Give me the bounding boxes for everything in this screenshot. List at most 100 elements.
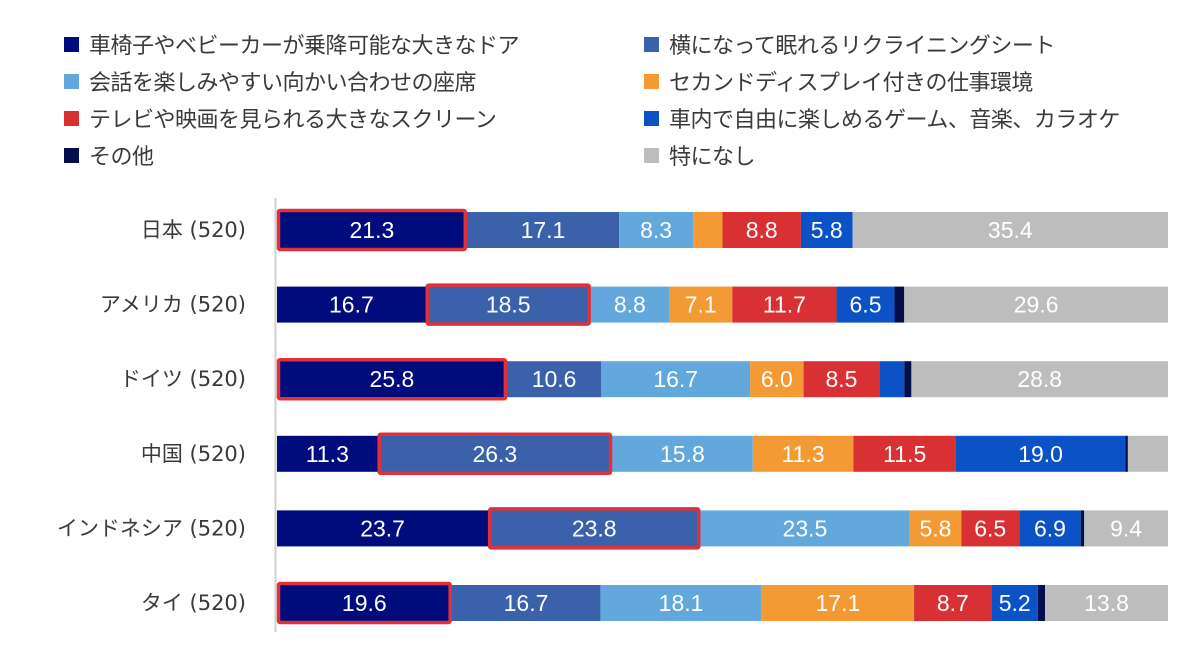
data-label: 8.5 — [825, 366, 857, 392]
legend-label: セカンドディスプレイ付きの仕事環境 — [669, 71, 1033, 96]
data-label: 17.1 — [521, 217, 566, 243]
data-label: 6.5 — [974, 515, 1006, 541]
data-label: 13.8 — [1084, 590, 1129, 616]
bar-segment — [277, 435, 378, 472]
bar-segment — [1045, 585, 1168, 621]
bar-segment — [732, 286, 837, 323]
bar-segment — [904, 361, 912, 398]
data-label: 11.3 — [782, 441, 825, 467]
bar-segment — [425, 286, 591, 323]
category-label: アメリカ (520) — [100, 293, 246, 317]
data-label: 11.7 — [763, 292, 806, 318]
legend-item: その他 — [64, 137, 154, 173]
category-label: ドイツ (520) — [120, 367, 246, 391]
data-label: 23.7 — [360, 515, 405, 541]
bar-segment — [277, 585, 452, 621]
legend-item: 横になって眠れるリクライニングシート — [644, 26, 1055, 62]
legend-label: 車内で自由に楽しめるゲーム、音楽、カラオケ — [669, 108, 1120, 133]
data-label: 5.2 — [999, 590, 1031, 616]
highlight-box — [377, 432, 613, 476]
data-label: 16.7 — [653, 366, 698, 392]
data-label: 9.4 — [1110, 515, 1142, 541]
legend-swatch — [64, 73, 79, 89]
data-labels: 21.3 17.1 8.3 8.8 5.8 35.4 16.7 18.5 8.8 7.1 11.7 6… — [306, 217, 1143, 616]
bar-segment — [1125, 435, 1128, 472]
data-label: 23.8 — [572, 515, 617, 541]
data-label: 5.8 — [811, 217, 843, 243]
bar-segment — [669, 286, 733, 323]
legend-swatch — [64, 110, 79, 126]
highlight-box — [425, 283, 591, 326]
data-label: 8.3 — [640, 217, 672, 243]
bar-segment — [836, 286, 895, 323]
category-label: タイ (520) — [141, 591, 246, 615]
bar-segments — [277, 212, 1168, 621]
legend-label: その他 — [89, 145, 154, 170]
data-label: 6.5 — [850, 292, 882, 318]
data-label: 28.8 — [1017, 366, 1062, 392]
bar-segment — [879, 361, 905, 398]
highlight-boxes — [276, 208, 701, 625]
legend-label: 特になし — [669, 145, 756, 170]
bar-segment — [803, 361, 880, 398]
bar-segment — [277, 286, 426, 323]
highlight-box — [487, 507, 701, 550]
legend-label: テレビや映画を見られる大きなスクリーン — [89, 108, 497, 133]
legend-label: 会話を楽しみやすい向かい合わせの座席 — [89, 71, 477, 96]
legend-item: 車椅子やベビーカーが乗降可能な大きなドア — [64, 26, 520, 62]
highlight-box — [276, 357, 508, 401]
data-label: 7.1 — [685, 292, 717, 318]
bar-segment — [961, 510, 1020, 547]
data-label: 11.3 — [306, 441, 349, 467]
legend-swatch — [644, 110, 659, 126]
bar-segment — [601, 361, 751, 398]
bar-segment — [722, 212, 801, 248]
category-label: 日本 (520) — [141, 218, 246, 242]
bar-segment — [752, 435, 854, 472]
data-label: 15.8 — [660, 441, 705, 467]
bar-segment — [800, 212, 853, 248]
bar-segment — [277, 361, 507, 398]
data-label: 11.5 — [883, 441, 926, 467]
legend-swatch — [644, 147, 659, 163]
legend-swatch — [64, 147, 79, 163]
bar-segment — [894, 286, 905, 323]
bar-segment — [1019, 510, 1081, 547]
data-label: 35.4 — [988, 217, 1033, 243]
bar-segment — [612, 435, 753, 472]
legend-item: 車内で自由に楽しめるゲーム、音楽、カラオケ — [644, 100, 1120, 136]
bar-segment — [619, 212, 694, 248]
legend-swatch — [644, 73, 659, 89]
data-label: 18.1 — [659, 590, 704, 616]
bar-segment — [506, 361, 602, 398]
bar-segment — [466, 212, 620, 248]
bar-segment — [750, 361, 804, 398]
data-label: 6.0 — [761, 366, 793, 392]
bar-segment — [700, 510, 910, 547]
bar-segment — [590, 286, 670, 323]
bar-segment — [1127, 435, 1168, 472]
bar-segment — [761, 585, 915, 621]
bar-segment — [1037, 585, 1046, 621]
category-labels: 日本 (520) アメリカ (520) ドイツ (520) 中国 (520) インドネシ… — [57, 218, 246, 615]
bar-segment — [914, 585, 992, 621]
data-label: 16.7 — [329, 292, 374, 318]
category-label: インドネシア (520) — [57, 516, 246, 540]
bar-segment — [1080, 510, 1085, 547]
data-label: 26.3 — [472, 441, 517, 467]
highlight-box — [276, 208, 468, 252]
bar-segment — [955, 435, 1126, 472]
data-label: 19.6 — [342, 590, 387, 616]
bar-segment — [377, 435, 613, 472]
bar-segment — [600, 585, 762, 621]
bar-segment — [904, 286, 1168, 323]
data-label: 8.8 — [746, 217, 778, 243]
legend-item: テレビや映画を見られる大きなスクリーン — [64, 100, 497, 136]
highlight-box — [276, 581, 452, 625]
data-label: 6.9 — [1034, 515, 1066, 541]
bar-segment — [1084, 510, 1168, 547]
data-label: 10.6 — [532, 366, 577, 392]
data-label: 17.1 — [815, 590, 860, 616]
legend-label: 車椅子やベビーカーが乗降可能な大きなドア — [89, 34, 520, 59]
